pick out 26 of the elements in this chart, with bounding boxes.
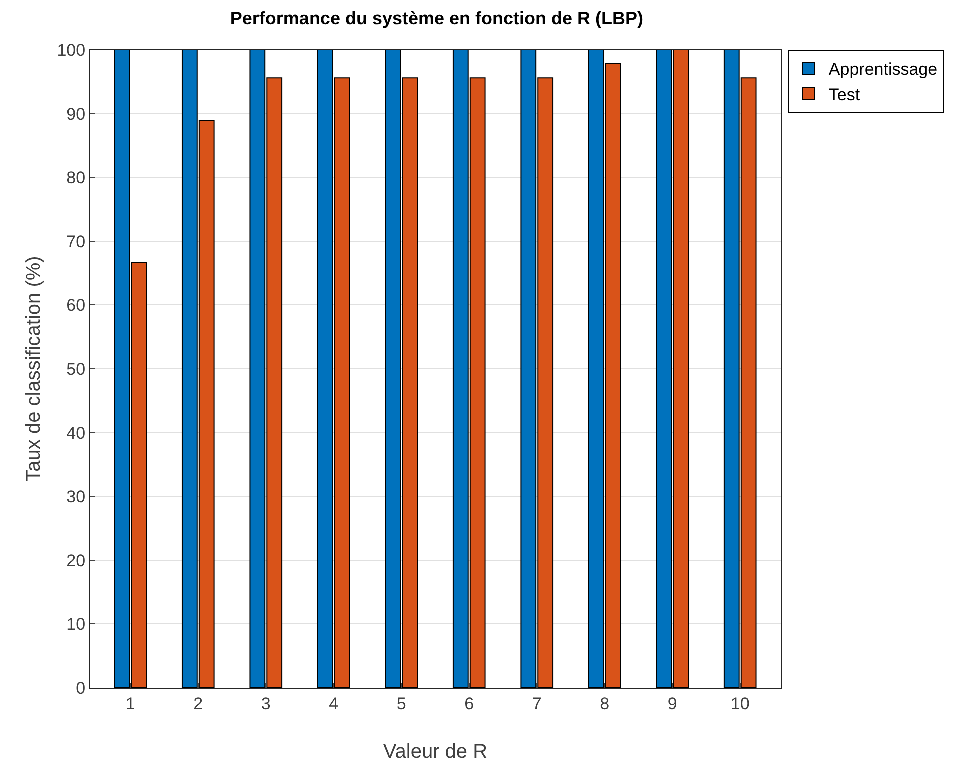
y-tick-label: 10	[66, 615, 86, 634]
legend-label: Apprentissage	[828, 60, 938, 80]
y-tick-label: 80	[66, 168, 86, 188]
x-axis-title: Valeur de R	[383, 741, 488, 763]
x-tick-label: 4	[329, 694, 339, 714]
x-tick-label: 7	[532, 694, 542, 714]
legend-label: Test	[828, 85, 860, 104]
y-tick-label: 60	[66, 296, 86, 316]
y-axis-title: Taux de classification (%)	[23, 256, 45, 482]
y-tick-label: 40	[66, 424, 86, 443]
y-tick-label: 100	[57, 40, 86, 60]
x-tick-label: 5	[396, 694, 406, 714]
x-tick-label: 1	[126, 694, 136, 714]
x-tick-label: 10	[730, 694, 750, 714]
x-tick-label: 3	[261, 694, 271, 714]
y-tick-label: 50	[66, 360, 86, 379]
y-tick-label: 0	[76, 678, 86, 698]
x-tick-label: 9	[668, 694, 678, 714]
x-tick-label: 2	[194, 694, 204, 714]
y-tick-label: 20	[66, 551, 86, 570]
x-tick-label: 8	[600, 694, 610, 714]
y-tick-label: 90	[66, 104, 86, 124]
y-tick-label: 70	[66, 232, 86, 252]
chart-title: Performance du système en fonction de R (LBP)	[230, 8, 644, 28]
x-tick-label: 6	[464, 694, 474, 714]
y-tick-label: 30	[66, 488, 86, 507]
